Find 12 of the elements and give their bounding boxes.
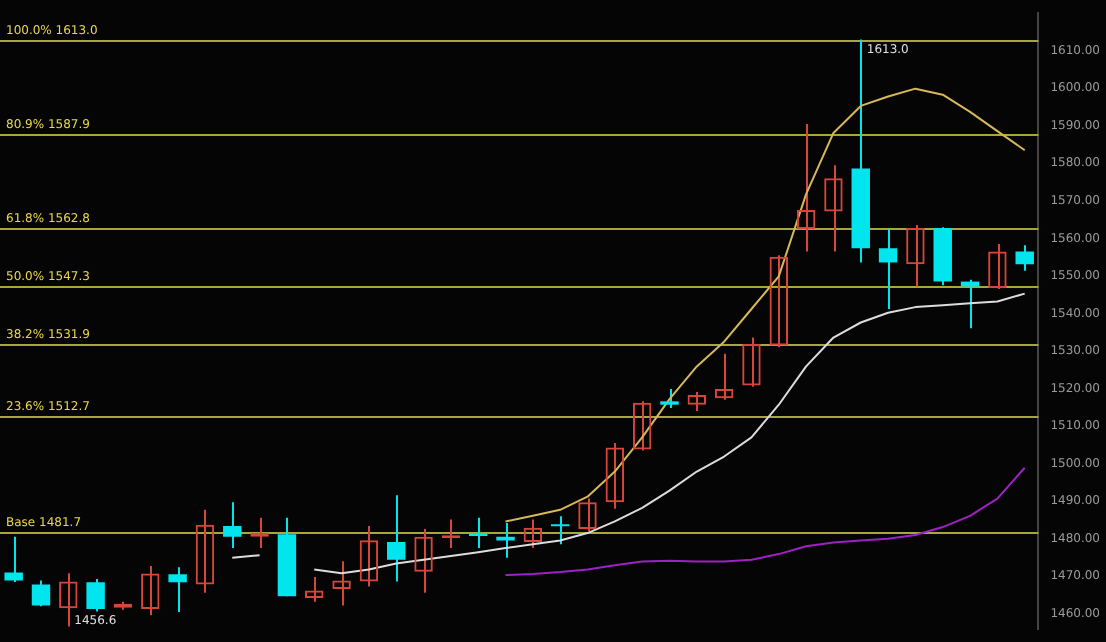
candlestick bbox=[31, 579, 51, 608]
candlestick bbox=[496, 521, 515, 559]
candlestick bbox=[550, 515, 570, 546]
candlestick bbox=[4, 535, 23, 583]
candlestick bbox=[168, 566, 187, 613]
candlestick bbox=[1015, 244, 1034, 272]
candlestick bbox=[878, 228, 898, 310]
candlestick bbox=[660, 387, 679, 410]
candlestick bbox=[387, 494, 406, 583]
candlestick bbox=[86, 577, 105, 613]
candlestick bbox=[468, 516, 488, 550]
candlestick bbox=[223, 501, 242, 550]
